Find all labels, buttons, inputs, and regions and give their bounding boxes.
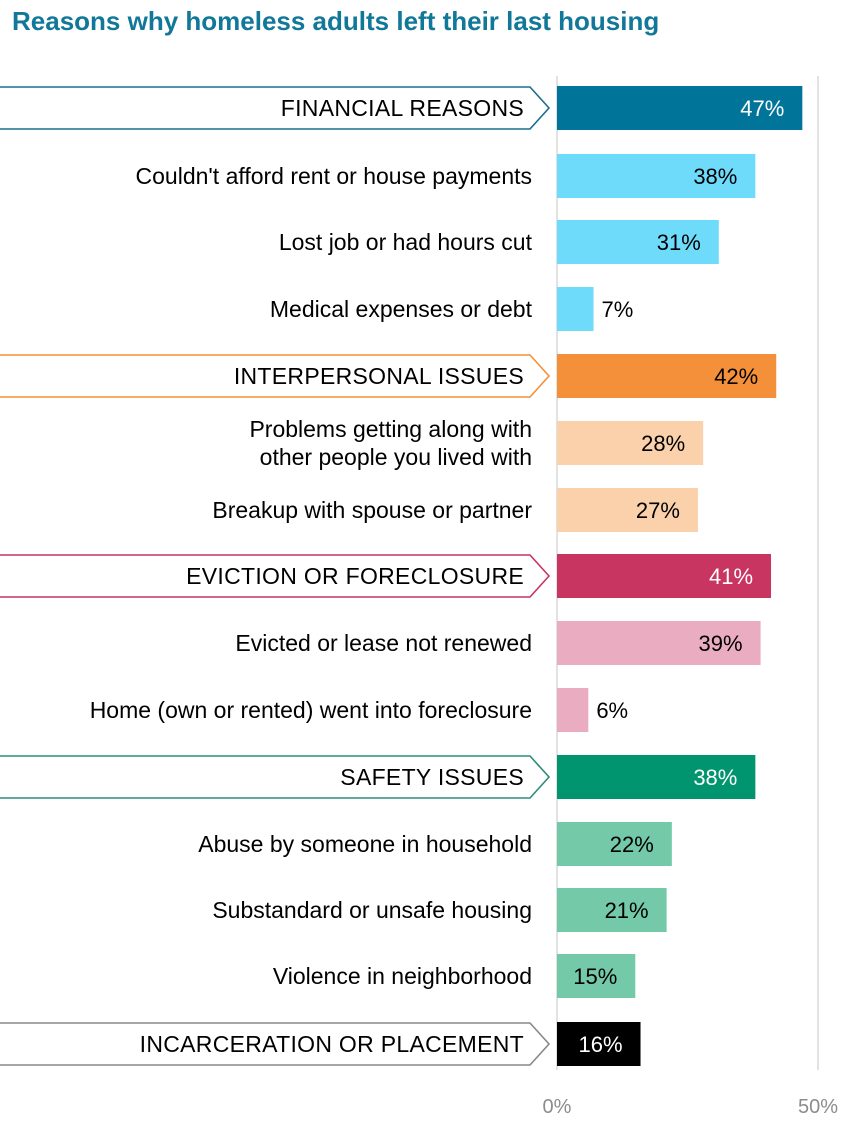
data-label: 22% bbox=[610, 832, 654, 857]
category-label: Couldn't afford rent or house payments bbox=[136, 163, 532, 189]
bar bbox=[557, 888, 667, 932]
chart-title: Reasons why homeless adults left their l… bbox=[12, 6, 660, 36]
data-label: 38% bbox=[693, 164, 737, 189]
category-label: other people you lived with bbox=[260, 444, 532, 470]
category-label: Home (own or rented) went into foreclosu… bbox=[90, 697, 532, 723]
bar bbox=[557, 220, 719, 264]
group-arrow-outline bbox=[0, 554, 551, 598]
bar bbox=[557, 154, 756, 198]
group-label: INCARCERATION OR PLACEMENT bbox=[140, 1031, 524, 1057]
x-tick-label: 0% bbox=[543, 1096, 572, 1118]
bar bbox=[557, 421, 704, 465]
group-arrow-outline bbox=[0, 755, 551, 799]
bar bbox=[557, 554, 772, 598]
data-label: 28% bbox=[641, 431, 685, 456]
data-label: 7% bbox=[602, 297, 634, 322]
data-label: 42% bbox=[714, 364, 758, 389]
category-label: Medical expenses or debt bbox=[270, 296, 533, 322]
category-label: Evicted or lease not renewed bbox=[235, 630, 532, 656]
bar bbox=[557, 822, 672, 866]
group-label: INTERPERSONAL ISSUES bbox=[234, 363, 524, 389]
group-label: FINANCIAL REASONS bbox=[281, 95, 524, 121]
bar bbox=[557, 954, 636, 998]
group-label: EVICTION OR FORECLOSURE bbox=[186, 563, 524, 589]
bar bbox=[557, 287, 594, 331]
data-label: 27% bbox=[636, 498, 680, 523]
category-label: Abuse by someone in household bbox=[198, 831, 532, 857]
data-label: 47% bbox=[740, 96, 784, 121]
group-arrow-outline bbox=[0, 354, 551, 398]
group-label: SAFETY ISSUES bbox=[340, 764, 524, 790]
category-label: Breakup with spouse or partner bbox=[212, 497, 532, 523]
group-arrow-outline bbox=[0, 86, 551, 130]
data-label: 38% bbox=[693, 765, 737, 790]
group-arrow-outline bbox=[0, 1022, 551, 1066]
data-label: 15% bbox=[573, 964, 617, 989]
category-label: Lost job or had hours cut bbox=[279, 229, 533, 255]
data-label: 6% bbox=[596, 698, 628, 723]
bar bbox=[557, 86, 803, 130]
data-label: 31% bbox=[657, 230, 701, 255]
data-label: 39% bbox=[699, 631, 743, 656]
bar bbox=[557, 621, 761, 665]
bar bbox=[557, 1022, 641, 1066]
data-label: 21% bbox=[605, 898, 649, 923]
bar bbox=[557, 688, 589, 732]
x-tick-label: 50% bbox=[798, 1096, 838, 1118]
bar bbox=[557, 354, 777, 398]
category-label: Violence in neighborhood bbox=[273, 963, 532, 989]
category-label: Substandard or unsafe housing bbox=[212, 897, 532, 923]
bar bbox=[557, 755, 756, 799]
category-label: Problems getting along with bbox=[249, 416, 532, 442]
bar bbox=[557, 488, 698, 532]
data-label: 41% bbox=[709, 564, 753, 589]
data-label: 16% bbox=[578, 1032, 622, 1057]
